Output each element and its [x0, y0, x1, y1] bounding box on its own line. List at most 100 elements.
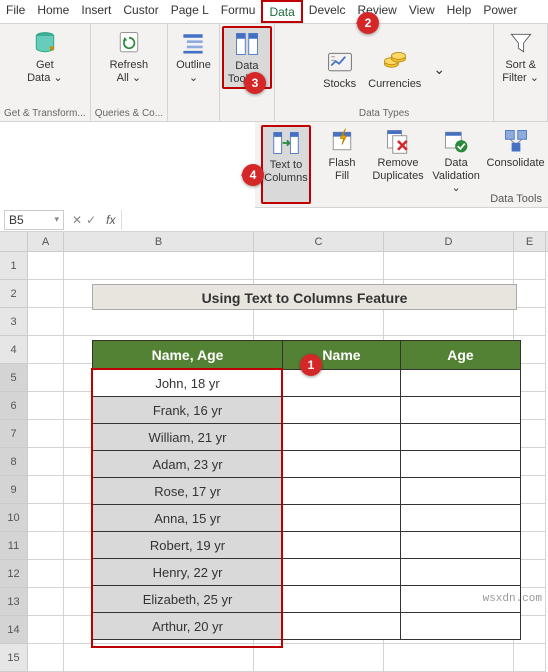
table-cell[interactable]: Adam, 23 yr: [93, 451, 283, 478]
cell[interactable]: [254, 644, 384, 672]
table-cell[interactable]: [283, 613, 401, 640]
row-header[interactable]: 9: [0, 476, 28, 504]
table-cell[interactable]: [401, 397, 521, 424]
row-header[interactable]: 5: [0, 364, 28, 392]
stocks-button[interactable]: Stocks: [319, 46, 360, 93]
table-cell[interactable]: Henry, 22 yr: [93, 559, 283, 586]
row-header[interactable]: 11: [0, 532, 28, 560]
row-header[interactable]: 13: [0, 588, 28, 616]
table-cell[interactable]: John, 18 yr: [93, 370, 283, 397]
tab-page-layout[interactable]: Page L: [165, 0, 215, 23]
table-cell[interactable]: Robert, 19 yr: [93, 532, 283, 559]
row-header[interactable]: 2: [0, 280, 28, 308]
tab-view[interactable]: View: [403, 0, 441, 23]
data-validation-button[interactable]: Data Validation ⌄: [429, 125, 483, 204]
row-header[interactable]: 7: [0, 420, 28, 448]
table-cell[interactable]: [401, 559, 521, 586]
flash-fill-button[interactable]: Flash Fill: [317, 125, 367, 204]
cell[interactable]: [384, 644, 514, 672]
table-cell[interactable]: William, 21 yr: [93, 424, 283, 451]
cell[interactable]: [28, 560, 64, 588]
text-to-columns-button[interactable]: Text to Columns: [261, 125, 311, 204]
name-box[interactable]: B5 ▾: [4, 210, 64, 230]
column-header[interactable]: A: [28, 232, 64, 251]
cell[interactable]: [64, 644, 254, 672]
sort-filter-button[interactable]: Sort & Filter ⌄: [498, 27, 543, 86]
table-cell[interactable]: [401, 370, 521, 397]
row-header[interactable]: 8: [0, 448, 28, 476]
row-header[interactable]: 15: [0, 644, 28, 672]
cell[interactable]: [514, 280, 546, 308]
table-cell[interactable]: [401, 532, 521, 559]
row-header[interactable]: 10: [0, 504, 28, 532]
tab-insert[interactable]: Insert: [75, 0, 117, 23]
cell[interactable]: [28, 280, 64, 308]
row-header[interactable]: 1: [0, 252, 28, 280]
cell[interactable]: [28, 252, 64, 280]
table-cell[interactable]: [401, 451, 521, 478]
table-cell[interactable]: Anna, 15 yr: [93, 505, 283, 532]
outline-button[interactable]: Outline ⌄: [172, 27, 215, 86]
cell[interactable]: [28, 644, 64, 672]
cell[interactable]: [28, 504, 64, 532]
tab-home[interactable]: Home: [31, 0, 75, 23]
cell[interactable]: [28, 308, 64, 336]
tab-file[interactable]: File: [0, 0, 31, 23]
table-cell[interactable]: Rose, 17 yr: [93, 478, 283, 505]
cell[interactable]: [384, 308, 514, 336]
cell[interactable]: [28, 476, 64, 504]
table-cell[interactable]: Frank, 16 yr: [93, 397, 283, 424]
tab-formulas[interactable]: Formu: [215, 0, 262, 23]
get-data-button[interactable]: Get Data ⌄: [23, 27, 67, 86]
cancel-icon[interactable]: ✕: [72, 213, 82, 227]
cell[interactable]: [254, 308, 384, 336]
accept-icon[interactable]: ✓: [86, 213, 96, 227]
currencies-button[interactable]: Currencies: [364, 46, 425, 93]
column-header[interactable]: E: [514, 232, 546, 251]
table-cell[interactable]: [283, 532, 401, 559]
cell[interactable]: [64, 308, 254, 336]
column-header[interactable]: D: [384, 232, 514, 251]
row-header[interactable]: 6: [0, 392, 28, 420]
row-header[interactable]: 14: [0, 616, 28, 644]
tab-developer[interactable]: Develc: [303, 0, 352, 23]
cells-area[interactable]: Using Text to Columns Feature Name, AgeN…: [28, 252, 548, 672]
cell[interactable]: [28, 336, 64, 364]
more-types-button[interactable]: ⌄: [429, 59, 449, 79]
cell[interactable]: [28, 420, 64, 448]
tab-power[interactable]: Power: [477, 0, 523, 23]
tab-custom[interactable]: Custor: [117, 0, 164, 23]
row-header[interactable]: 12: [0, 560, 28, 588]
cell[interactable]: [64, 252, 254, 280]
table-cell[interactable]: [283, 424, 401, 451]
table-cell[interactable]: [283, 559, 401, 586]
tab-data[interactable]: Data: [261, 0, 302, 23]
cell[interactable]: [514, 252, 546, 280]
cell[interactable]: [384, 252, 514, 280]
cell[interactable]: [514, 644, 546, 672]
select-all-corner[interactable]: [0, 232, 28, 251]
formula-input[interactable]: [121, 210, 548, 230]
tab-help[interactable]: Help: [441, 0, 478, 23]
column-header[interactable]: C: [254, 232, 384, 251]
remove-duplicates-button[interactable]: Remove Duplicates: [373, 125, 423, 204]
cell[interactable]: [28, 448, 64, 476]
table-cell[interactable]: [401, 505, 521, 532]
row-header[interactable]: 3: [0, 308, 28, 336]
cell[interactable]: [514, 308, 546, 336]
row-header[interactable]: 4: [0, 336, 28, 364]
table-cell[interactable]: Arthur, 20 yr: [93, 613, 283, 640]
fx-icon[interactable]: fx: [100, 213, 121, 227]
table-cell[interactable]: [283, 451, 401, 478]
cell[interactable]: [28, 364, 64, 392]
cell[interactable]: [28, 532, 64, 560]
table-cell[interactable]: [401, 613, 521, 640]
refresh-all-button[interactable]: Refresh All ⌄: [106, 27, 153, 86]
cell[interactable]: [254, 252, 384, 280]
table-cell[interactable]: [283, 505, 401, 532]
table-cell[interactable]: [283, 397, 401, 424]
table-cell[interactable]: [401, 424, 521, 451]
table-cell[interactable]: [283, 586, 401, 613]
cell[interactable]: [28, 392, 64, 420]
table-cell[interactable]: [283, 478, 401, 505]
